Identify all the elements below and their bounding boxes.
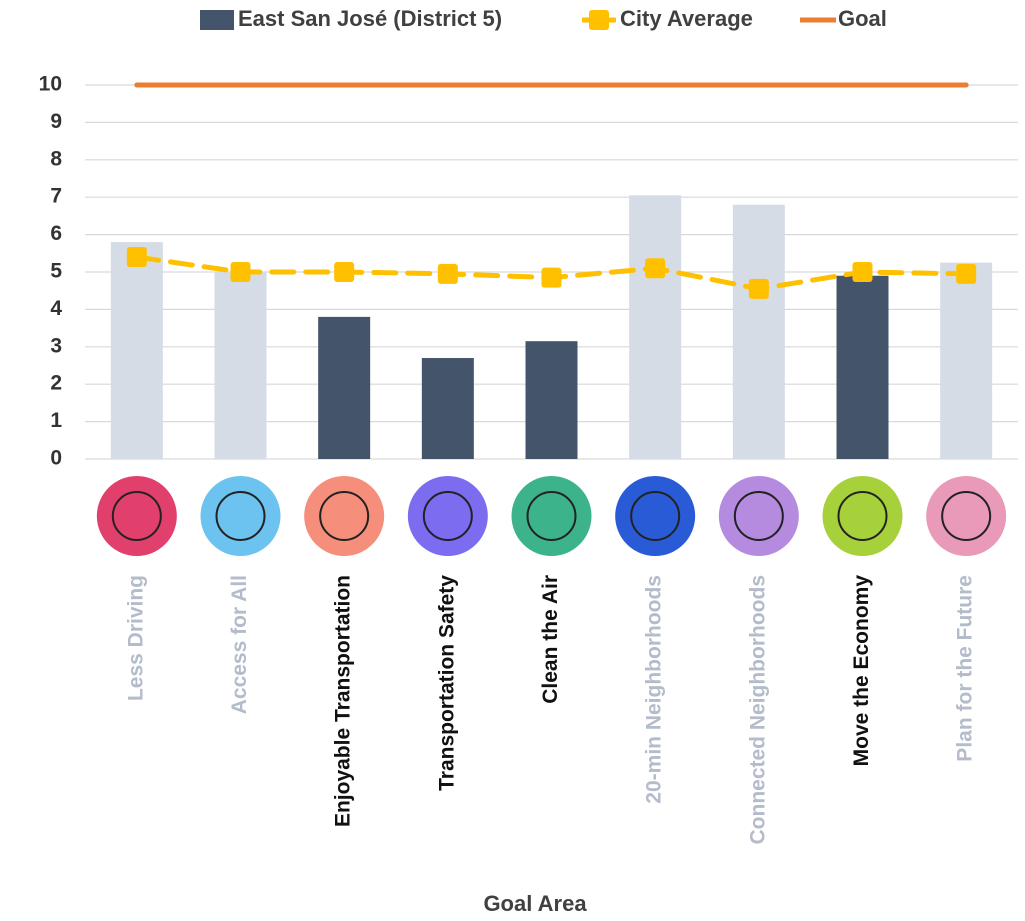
x-tick-label: Enjoyable Transportation [332, 575, 355, 827]
y-tick-label: 10 [39, 73, 62, 96]
bar [214, 272, 267, 459]
y-tick-label: 1 [50, 409, 62, 432]
legend-swatch [589, 10, 609, 30]
marker [645, 258, 666, 279]
marker [230, 262, 251, 282]
marker [748, 278, 769, 299]
bar [940, 262, 993, 459]
y-tick-label: 9 [50, 110, 62, 133]
x-axis-title: Goal Area [483, 891, 587, 916]
category-icon [511, 476, 592, 556]
category-icon-outline [111, 491, 162, 541]
legend-label: East San José (District 5) [238, 6, 502, 31]
y-tick-label: 6 [50, 222, 62, 245]
y-tick-label: 7 [50, 185, 62, 208]
category-icon-outline [215, 491, 266, 541]
y-tick-label: 0 [50, 447, 62, 470]
category-icon-outline [526, 491, 577, 541]
marker [126, 247, 147, 268]
category-icon [615, 476, 696, 556]
y-tick-label: 3 [50, 334, 62, 357]
marker [852, 262, 873, 282]
category-icon-outline [630, 491, 681, 541]
marker [956, 263, 977, 284]
x-tick-label: Move the Economy [850, 575, 873, 767]
y-tick-label: 4 [50, 297, 62, 320]
bar [836, 275, 889, 459]
category-icon-outline [319, 491, 370, 541]
x-tick-label: Transportation Safety [435, 575, 458, 791]
x-tick-label: Access for All [228, 575, 251, 714]
category-icon-outline [837, 491, 888, 541]
bar [732, 204, 785, 459]
category-icon [96, 476, 177, 556]
category-icon-outline [941, 491, 992, 541]
y-tick-label: 5 [50, 260, 62, 283]
legend-label: Goal [838, 6, 887, 31]
x-tick-label: Clean the Air [539, 575, 562, 704]
category-icon-outline [733, 491, 784, 541]
category-icon [718, 476, 799, 556]
category-icon [822, 476, 903, 556]
legend-swatch [200, 10, 234, 30]
bar [110, 242, 163, 459]
bar [318, 316, 371, 459]
bar [525, 341, 578, 459]
bar [421, 358, 474, 459]
x-tick-label: Less Driving [124, 575, 147, 701]
category-icon-outline [422, 491, 473, 541]
category-icon [407, 476, 488, 556]
marker [334, 262, 355, 282]
marker [541, 267, 562, 288]
x-tick-label: Plan for the Future [954, 575, 977, 762]
category-icon [200, 476, 281, 556]
bar [629, 195, 682, 459]
y-tick-label: 2 [50, 372, 62, 395]
category-icon [304, 476, 385, 556]
category-icon [926, 476, 1007, 556]
y-tick-label: 8 [50, 147, 62, 170]
legend-label: City Average [620, 6, 753, 31]
x-tick-label: 20-min Neighborhoods [643, 575, 666, 804]
x-tick-label: Connected Neighborhoods [746, 575, 769, 845]
marker [437, 263, 458, 284]
